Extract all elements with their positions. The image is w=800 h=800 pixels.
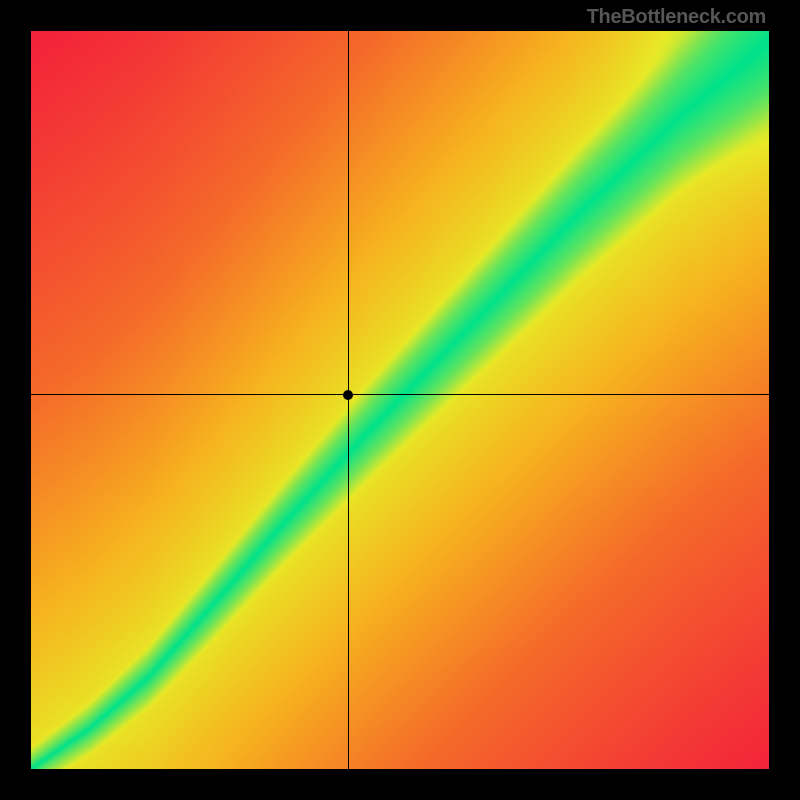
- plot-area: [31, 31, 769, 769]
- crosshair-vertical: [348, 31, 349, 769]
- crosshair-horizontal: [31, 394, 769, 395]
- outer-frame: TheBottleneck.com: [0, 0, 800, 800]
- bottleneck-heatmap: [31, 31, 769, 769]
- crosshair-marker: [343, 390, 353, 400]
- watermark-text: TheBottleneck.com: [587, 6, 766, 29]
